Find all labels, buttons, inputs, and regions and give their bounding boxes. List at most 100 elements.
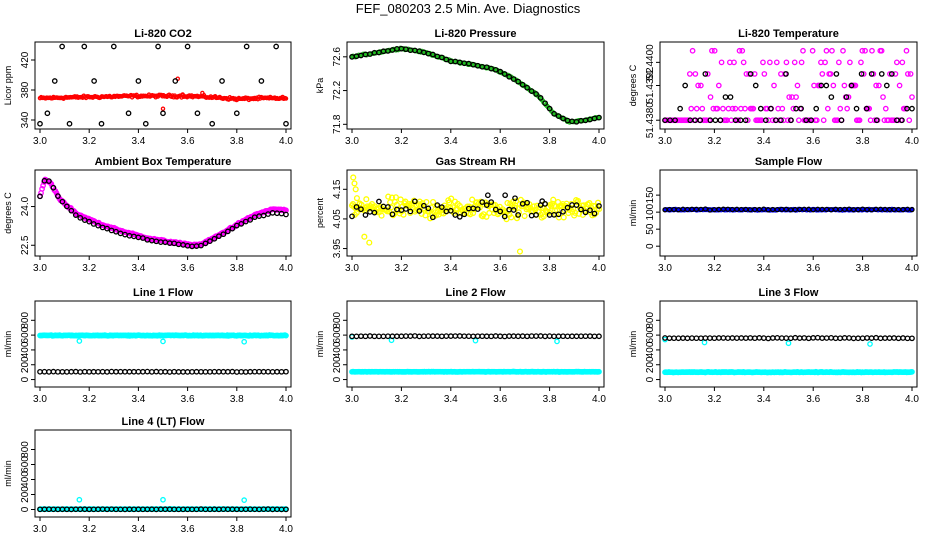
point-primary xyxy=(104,225,110,232)
point-primary xyxy=(828,94,835,100)
point-secondary xyxy=(560,214,567,221)
point-primary xyxy=(274,368,280,375)
point-primary xyxy=(273,43,280,50)
point-primary xyxy=(461,211,468,218)
point-secondary xyxy=(39,186,45,192)
point-primary xyxy=(909,105,915,112)
y-tick-label: 600 xyxy=(20,456,31,473)
point-secondary xyxy=(871,117,878,124)
x-tick-label: 3.0 xyxy=(345,136,359,147)
point-secondary xyxy=(353,195,360,202)
point-primary xyxy=(778,117,784,124)
point-primary xyxy=(81,43,88,50)
x-tick-label: 4.0 xyxy=(279,263,293,274)
point-primary xyxy=(832,335,839,342)
point-primary xyxy=(51,78,58,84)
point-primary xyxy=(184,369,191,375)
plot-frame xyxy=(659,169,918,257)
point-primary xyxy=(66,120,73,127)
point-secondary xyxy=(596,368,602,375)
point-primary xyxy=(225,228,231,235)
point-primary xyxy=(211,235,218,242)
x-tick-label: 3.2 xyxy=(394,136,408,147)
point-primary xyxy=(805,335,812,342)
y-tick-label: 4.15 xyxy=(332,179,343,199)
point-secondary xyxy=(740,59,747,66)
point-primary xyxy=(519,81,526,88)
point-primary xyxy=(682,82,689,89)
x-tick-label: 3.4 xyxy=(131,263,145,274)
point-secondary xyxy=(731,59,737,66)
point-primary xyxy=(904,335,911,342)
point-primary xyxy=(528,333,535,339)
point-primary xyxy=(72,212,79,218)
point-primary xyxy=(407,333,414,339)
point-secondary xyxy=(400,211,407,218)
point-primary xyxy=(596,114,602,121)
y-tick-label: 200 xyxy=(20,356,31,373)
x-tick-label: 3.2 xyxy=(394,394,408,405)
point-secondary xyxy=(739,47,746,54)
point-primary xyxy=(819,335,826,341)
point-primary xyxy=(91,78,97,84)
point-secondary xyxy=(779,105,786,112)
point-primary xyxy=(492,66,499,73)
point-primary xyxy=(843,94,850,100)
point-primary xyxy=(813,105,820,112)
point-primary xyxy=(502,192,508,199)
point-secondary xyxy=(467,211,474,218)
point-primary xyxy=(501,71,508,77)
point-secondary xyxy=(711,47,718,54)
point-secondary xyxy=(909,369,915,375)
panel-7: Line 1 Flow 3.0 3.2 3.4 3.6 3.8 4.0 0 2004006008… xyxy=(3,287,293,405)
point-primary xyxy=(524,333,530,340)
panel-10: Line 4 (LT) Flow 3.0 3.2 3.4 3.6 3.8 4.0 0 20040… xyxy=(3,416,293,535)
point-secondary xyxy=(536,204,543,211)
point-primary xyxy=(95,368,101,375)
point-primary xyxy=(483,333,490,340)
point-secondary xyxy=(692,71,699,77)
point-primary xyxy=(492,333,499,339)
point-secondary xyxy=(729,105,736,112)
point-secondary xyxy=(862,47,868,54)
point-primary xyxy=(160,110,166,117)
y-tick-label: 72.2 xyxy=(332,80,343,100)
point-primary xyxy=(470,333,477,340)
point-primary xyxy=(877,335,884,342)
point-primary xyxy=(560,115,566,122)
point-primary xyxy=(108,368,115,375)
point-secondary xyxy=(363,196,370,203)
x-tick-label: 3.6 xyxy=(181,394,195,405)
point-primary xyxy=(403,206,409,212)
point-secondary xyxy=(790,105,797,112)
point-primary xyxy=(117,368,124,375)
point-primary xyxy=(497,208,504,215)
x-tick-label: 4.0 xyxy=(592,394,606,405)
point-secondary xyxy=(352,186,359,193)
point-primary xyxy=(358,206,364,213)
point-secondary xyxy=(704,71,711,77)
point-primary xyxy=(891,335,897,341)
x-tick-label: 4.0 xyxy=(279,524,293,535)
point-primary xyxy=(886,335,893,341)
point-primary xyxy=(260,368,267,375)
point-primary xyxy=(438,333,445,340)
point-primary xyxy=(172,78,179,84)
point-primary xyxy=(456,213,463,220)
point-primary xyxy=(456,333,463,339)
point-primary xyxy=(765,335,772,342)
point-primary xyxy=(72,368,79,375)
point-secondary xyxy=(867,341,873,347)
point-primary xyxy=(198,368,204,375)
x-tick-label: 3.2 xyxy=(82,394,96,405)
point-primary xyxy=(144,368,151,375)
point-secondary xyxy=(887,71,893,77)
point-primary xyxy=(497,333,504,340)
point-primary xyxy=(429,51,436,58)
y-axis-label: degrees C xyxy=(628,64,638,106)
point-secondary xyxy=(785,340,792,347)
point-secondary xyxy=(876,82,882,89)
point-primary xyxy=(727,94,734,100)
point-secondary xyxy=(786,94,793,100)
point-secondary xyxy=(882,105,889,112)
